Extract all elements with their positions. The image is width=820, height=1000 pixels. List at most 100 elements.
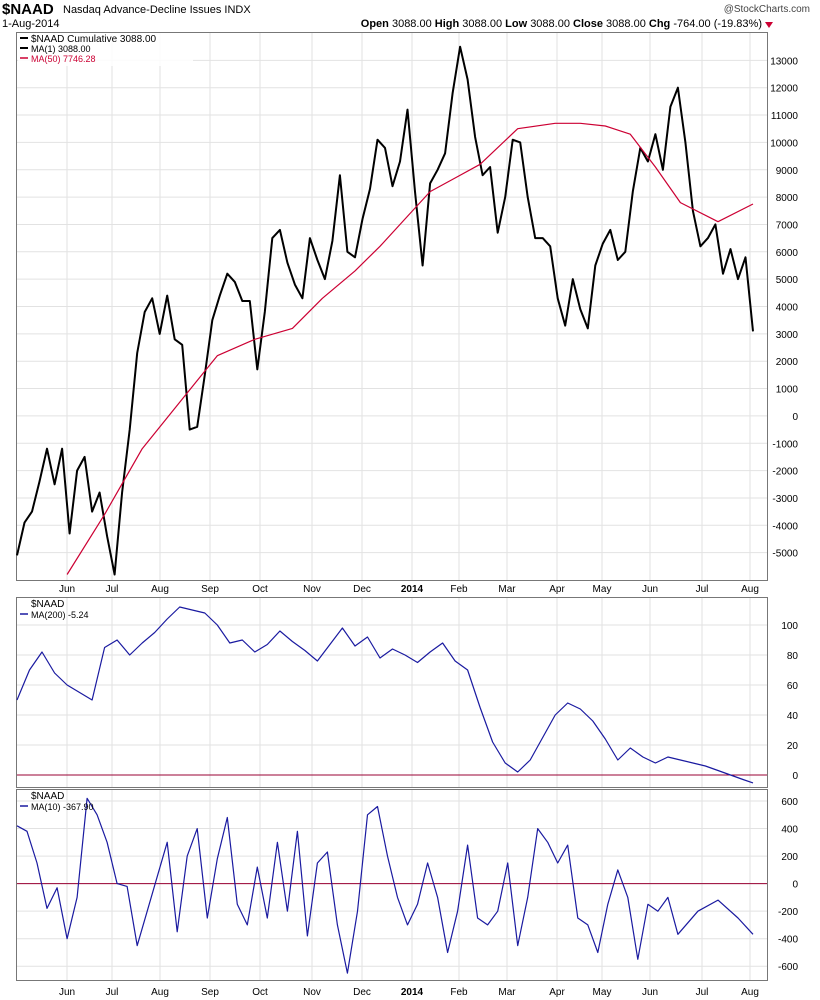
x-tick-label: Jul (696, 584, 709, 595)
x-tick-label: 2014 (401, 584, 424, 595)
x-tick-label: Jul (106, 987, 119, 998)
x-tick-label: Apr (549, 584, 565, 595)
zero-lines (17, 774, 767, 885)
y-tick-label: 1000 (776, 385, 799, 396)
open-label: Open (360, 18, 389, 30)
legend-ma200: MA(200) -5.24 (31, 610, 89, 620)
legend-ma50: MA(50) 7746.28 (31, 54, 96, 64)
y-tick-label: 3000 (776, 330, 799, 341)
x-tick-label: Dec (353, 987, 371, 998)
x-tick-label: Nov (303, 987, 321, 998)
x-tick-label: Mar (498, 584, 516, 595)
y-tick-label: -600 (778, 962, 798, 973)
price-legend: $NAAD Cumulative 3088.00 MA(1) 3088.00 M… (18, 33, 193, 66)
x-tick-label: Jun (642, 584, 658, 595)
x-tick-label: May (593, 584, 612, 595)
y-tick-label: 4000 (776, 303, 799, 314)
high-value: 3088.00 (462, 18, 503, 30)
legend-ma10: MA(10) -367.90 (31, 802, 94, 812)
x-tick-label: Aug (151, 987, 169, 998)
series-line-ma10 (16, 797, 754, 974)
y-tick-label: -4000 (772, 521, 798, 532)
close-value: 3088.00 (606, 18, 646, 30)
x-tick-label: Mar (498, 987, 516, 998)
series-lines (16, 45, 754, 974)
y-tick-label: 0 (792, 771, 798, 782)
y-tick-label: -5000 (772, 549, 798, 560)
legend-cumulative: $NAAD Cumulative 3088.00 (31, 34, 157, 45)
y-tick-label: -200 (778, 907, 798, 918)
ma10-panel (16, 789, 768, 981)
symbol-description: Nasdaq Advance-Decline Issues INDX (63, 4, 251, 16)
y-tick-label: 12000 (770, 84, 798, 95)
chg-value: -764.00 (-19.83%) (673, 18, 762, 30)
legend-ma1: MA(1) 3088.00 (31, 44, 91, 54)
x-tick-label: Dec (353, 584, 371, 595)
y-tick-label: 2000 (776, 357, 799, 368)
x-tick-label: Aug (741, 584, 759, 595)
x-tick-label: Nov (303, 584, 321, 595)
x-tick-label: Sep (201, 584, 219, 595)
chart-date: 1-Aug-2014 (2, 18, 60, 30)
x-tick-label: Jun (642, 987, 658, 998)
ma200-panel (16, 597, 768, 788)
y-tick-label: 400 (781, 825, 798, 836)
stockcharts-watermark: @StockCharts.com (723, 4, 810, 15)
ohlc-readout: Open 3088.00 High 3088.00 Low 3088.00 Cl… (361, 18, 762, 30)
y-tick-label: 600 (781, 797, 798, 808)
y-tick-label: 11000 (771, 111, 799, 122)
y-tick-label: 20 (787, 741, 799, 752)
y-tick-label: 13000 (770, 56, 798, 67)
high-label: High (434, 18, 460, 30)
series-line-ma50 (66, 122, 754, 575)
x-tick-label: Sep (201, 987, 219, 998)
low-label: Low (505, 18, 528, 30)
series-line-ma1 (16, 45, 754, 576)
x-tick-label: Oct (252, 584, 268, 595)
down-triangle-icon (765, 22, 773, 28)
legend-naad: $NAAD (31, 791, 64, 802)
y-tick-labels: 1300012000110001000090008000700060005000… (770, 56, 798, 973)
y-tick-label: 0 (792, 412, 798, 423)
y-tick-label: 9000 (776, 166, 799, 177)
y-tick-label: 7000 (776, 220, 799, 231)
y-tick-label: 200 (781, 852, 798, 863)
x-tick-label: Aug (151, 584, 169, 595)
x-tick-label: Apr (549, 987, 565, 998)
symbol-title: $NAAD (2, 1, 54, 18)
x-tick-label: May (593, 987, 612, 998)
y-tick-label: 0 (792, 880, 798, 891)
x-tick-label: Feb (450, 987, 468, 998)
x-tick-label: Oct (252, 987, 268, 998)
low-value: 3088.00 (530, 18, 570, 30)
ma10-legend: $NAAD MA(10) -367.90 (20, 791, 94, 812)
chart-header: $NAAD Nasdaq Advance-Decline Issues INDX… (0, 0, 820, 32)
x-tick-label: Jun (59, 987, 75, 998)
legend-naad: $NAAD (31, 599, 64, 610)
y-tick-label: 60 (787, 681, 799, 692)
x-tick-label: Feb (450, 584, 468, 595)
y-tick-label: 40 (787, 711, 799, 722)
x-tick-labels: Jun Jul Aug Sep Oct Nov Dec 2014 Feb Mar Apr May Jun… (59, 584, 759, 998)
chg-label: Chg (648, 18, 671, 30)
x-tick-label: Aug (741, 987, 759, 998)
y-tick-label: 6000 (776, 248, 799, 259)
y-tick-label: -400 (778, 935, 798, 946)
y-tick-label: 5000 (776, 275, 799, 286)
x-tick-label: 2014 (401, 987, 424, 998)
x-tick-label: Jul (696, 987, 709, 998)
y-tick-label: -2000 (772, 467, 798, 478)
y-tick-label: 100 (781, 621, 798, 632)
close-label: Close (573, 18, 603, 30)
x-tick-label: Jun (59, 584, 75, 595)
y-tick-label: 80 (787, 651, 799, 662)
x-tick-label: Jul (106, 584, 119, 595)
y-tick-label: 8000 (776, 193, 799, 204)
y-tick-label: -3000 (772, 494, 798, 505)
ma200-legend: $NAAD MA(200) -5.24 (20, 599, 89, 620)
series-line-ma200 (16, 606, 754, 784)
open-value: 3088.00 (391, 18, 432, 30)
y-tick-label: 10000 (770, 138, 798, 149)
y-tick-label: -1000 (772, 439, 798, 450)
